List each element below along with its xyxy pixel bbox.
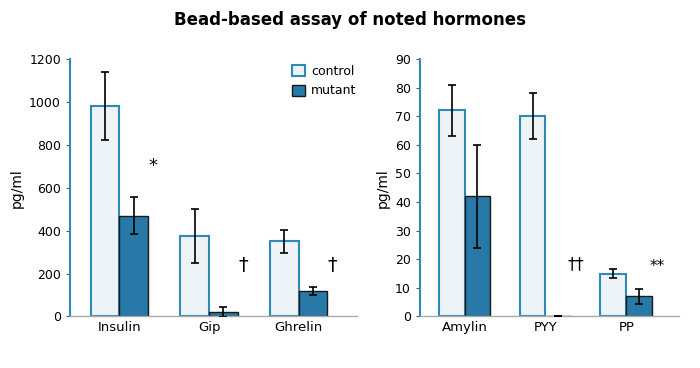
Bar	[601, 273, 626, 316]
Bar	[119, 216, 148, 316]
Bar	[270, 241, 299, 316]
Text: ††: ††	[568, 255, 584, 273]
Text: *: *	[149, 157, 158, 175]
Text: †: †	[238, 256, 248, 275]
Bar	[626, 297, 652, 316]
Bar	[519, 116, 545, 316]
Bar	[299, 291, 328, 316]
Y-axis label: pg/ml: pg/ml	[10, 168, 24, 208]
Y-axis label: pg/ml: pg/ml	[375, 168, 389, 208]
Bar	[90, 106, 119, 316]
Legend: control, mutant: control, mutant	[293, 65, 356, 98]
Bar	[209, 312, 238, 316]
Bar	[465, 196, 491, 316]
Text: **: **	[650, 259, 665, 273]
Text: Bead-based assay of noted hormones: Bead-based assay of noted hormones	[174, 11, 526, 29]
Bar	[439, 110, 465, 316]
Text: †: †	[328, 256, 337, 275]
Bar	[181, 236, 209, 316]
